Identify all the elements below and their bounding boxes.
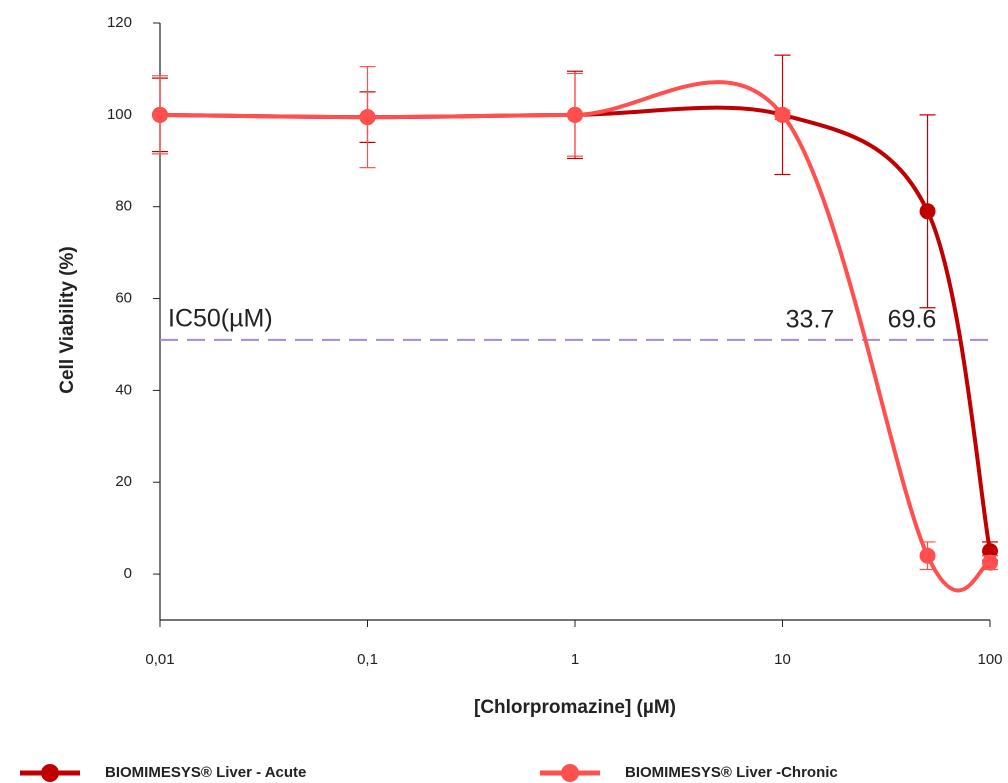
x-tick-label: 0,01 bbox=[145, 651, 174, 668]
x-tick-label: 1 bbox=[571, 651, 579, 668]
point bbox=[774, 106, 791, 123]
point bbox=[919, 547, 936, 564]
reference-label: IC50(µM) bbox=[168, 304, 273, 332]
y-tick-label: 120 bbox=[107, 14, 132, 31]
annotation: 33.7 bbox=[786, 305, 835, 333]
series-line bbox=[159, 105, 992, 552]
x-axis-label: [Chlorpromazine] (µM) bbox=[474, 697, 676, 718]
y-tick-label: 80 bbox=[115, 198, 132, 215]
y-tick-label: 100 bbox=[107, 106, 132, 123]
point bbox=[567, 106, 583, 123]
x-tick-label: 100 bbox=[977, 651, 1002, 668]
x-tick-label: 10 bbox=[774, 651, 791, 668]
y-axis-label: Cell Viability (%) bbox=[57, 246, 78, 393]
legend-label: BIOMIMESYS® Liver - Acute bbox=[105, 764, 306, 781]
point bbox=[919, 203, 936, 220]
point bbox=[359, 109, 376, 126]
y-tick-label: 40 bbox=[115, 381, 132, 398]
legend-marker bbox=[561, 764, 579, 782]
x-tick-label: 0,1 bbox=[357, 651, 378, 668]
y-tick-label: 60 bbox=[115, 290, 132, 307]
y-tick-label: 20 bbox=[115, 473, 132, 490]
annotation: 69.6 bbox=[888, 305, 937, 333]
point bbox=[982, 554, 998, 571]
point bbox=[152, 106, 168, 123]
legend-marker bbox=[41, 764, 59, 782]
y-tick-label: 0 bbox=[124, 565, 132, 582]
legend-label: BIOMIMESYS® Liver -Chronic bbox=[625, 764, 838, 781]
